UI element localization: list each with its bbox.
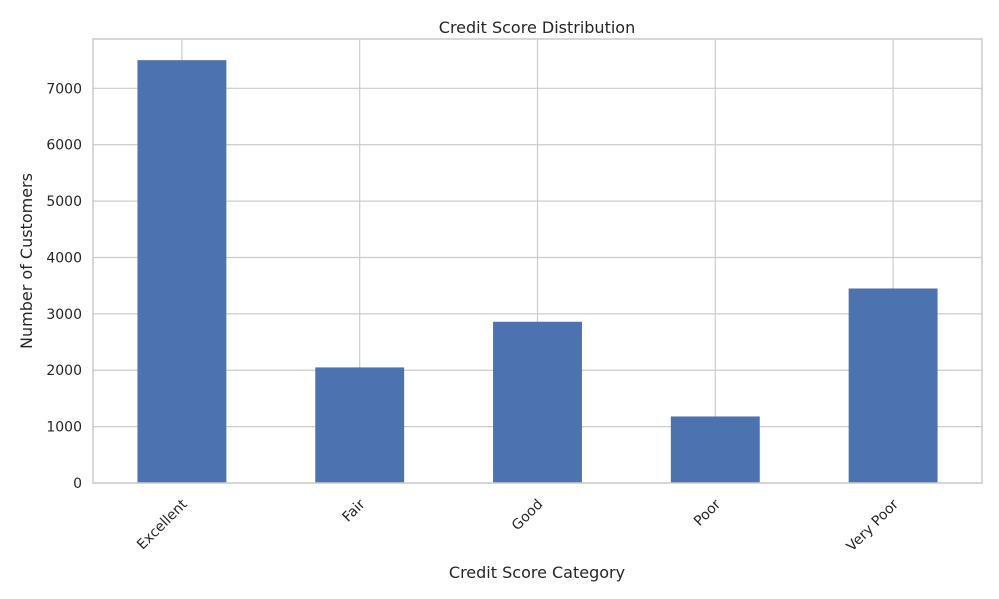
x-tick-label: Fair [340, 496, 369, 525]
y-tick-label: 0 [73, 476, 82, 492]
y-tick-label: 4000 [46, 250, 82, 266]
y-tick-labels: 0 1000 2000 3000 4000 5000 6000 7000 [46, 81, 82, 492]
bar-good [493, 321, 582, 483]
x-tick-label: Good [509, 497, 546, 534]
bar-fair [315, 367, 405, 483]
bar-very-poor [848, 288, 938, 483]
x-tick-labels: Excellent Fair Good Poor Very Poor [134, 496, 902, 555]
y-axis-label: Number of Customers [17, 173, 36, 349]
y-tick-label: 1000 [46, 420, 82, 436]
plot-frame [92, 38, 983, 484]
y-tick-label: 5000 [46, 194, 82, 210]
x-tick-label: Poor [691, 496, 724, 529]
y-tick-label: 3000 [46, 307, 82, 323]
y-tick-label: 2000 [46, 363, 82, 379]
bar-poor [670, 416, 760, 483]
bar-excellent [137, 60, 227, 484]
x-axis-label: Credit Score Category [449, 563, 625, 582]
x-tick-label: Very Poor [844, 496, 902, 554]
bars-layer [137, 60, 938, 484]
y-tick-label: 7000 [46, 81, 82, 97]
x-tick-label: Excellent [134, 496, 191, 553]
y-tick-label: 6000 [46, 138, 82, 154]
chart-title: Credit Score Distribution [439, 18, 635, 37]
